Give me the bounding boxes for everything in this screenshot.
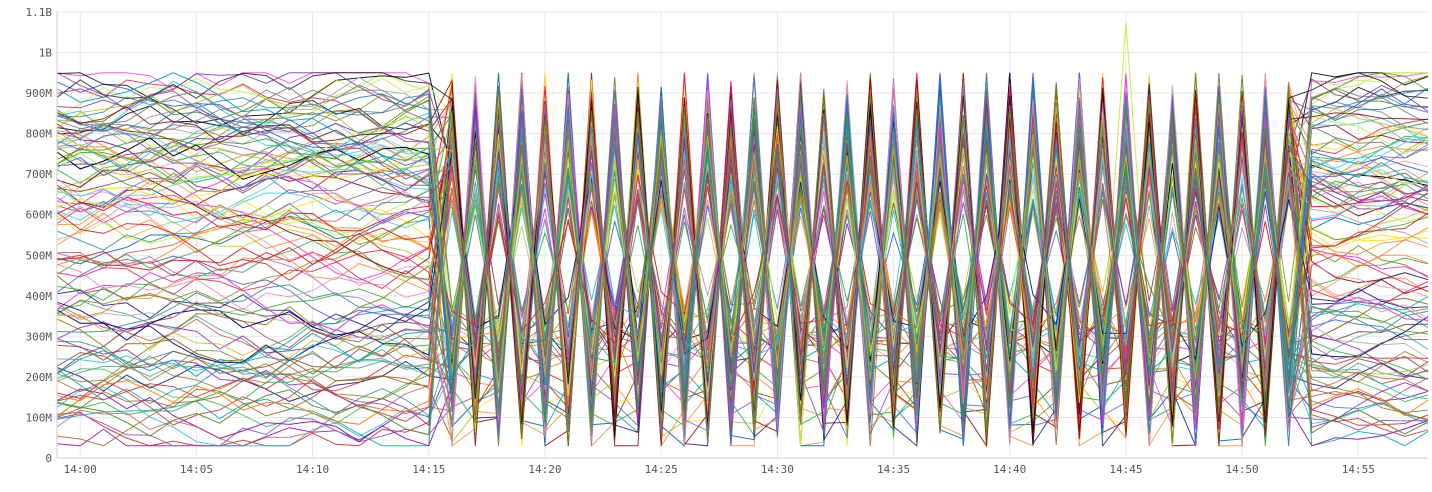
y-tick-label: 400M	[26, 290, 53, 303]
y-tick-label: 300M	[26, 330, 53, 343]
y-tick-label: 1.1B	[26, 6, 53, 19]
series-line	[56, 81, 1429, 434]
x-tick-label: 14:25	[645, 463, 678, 476]
y-tick-label: 1B	[39, 47, 53, 60]
series-line	[56, 84, 1429, 413]
series-line	[56, 127, 1429, 386]
y-tick-label: 0	[45, 452, 52, 465]
y-tick-label: 800M	[26, 128, 53, 141]
x-tick-label: 14:15	[412, 463, 445, 476]
x-tick-label: 14:35	[877, 463, 910, 476]
y-tick-label: 500M	[26, 249, 53, 262]
x-tick-label: 14:05	[180, 463, 213, 476]
y-tick-label: 600M	[26, 209, 53, 222]
series-line	[56, 72, 1429, 396]
x-tick-label: 14:45	[1109, 463, 1142, 476]
y-tick-label: 100M	[26, 411, 53, 424]
y-tick-label: 700M	[26, 168, 53, 181]
x-tick-label: 14:00	[64, 463, 97, 476]
x-tick-label: 14:40	[993, 463, 1026, 476]
series-lines	[56, 22, 1429, 448]
x-tick-label: 14:30	[761, 463, 794, 476]
x-tick-label: 14:10	[296, 463, 329, 476]
y-axis: 0 100M 200M 300M 400M 500M 600M 700M 800M 900M 1B 1…	[26, 6, 58, 465]
y-tick-label: 200M	[26, 371, 53, 384]
series-line	[56, 135, 1429, 447]
series-line	[56, 154, 1429, 374]
series-line	[56, 72, 1429, 444]
x-tick-label: 14:50	[1226, 463, 1259, 476]
x-tick-label: 14:55	[1342, 463, 1375, 476]
x-axis: 14:00 14:05 14:10 14:15 14:20 14:25 14:30 14:35…	[57, 457, 1428, 476]
series-line	[56, 72, 1429, 388]
x-tick-label: 14:20	[528, 463, 561, 476]
y-tick-label: 900M	[26, 87, 53, 100]
series-line	[56, 88, 1429, 355]
